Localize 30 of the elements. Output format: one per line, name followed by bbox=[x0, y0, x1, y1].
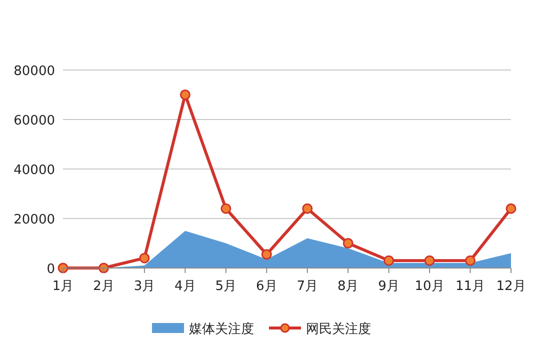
legend-label: 网民关注度 bbox=[306, 321, 371, 337]
point bbox=[506, 203, 516, 214]
x-tick-label: 9月 bbox=[378, 279, 400, 294]
point bbox=[465, 255, 476, 266]
point bbox=[180, 90, 190, 100]
x-tick-label: 7月 bbox=[296, 279, 318, 294]
x-tick-label: 3月 bbox=[134, 279, 156, 294]
y-tick-label: 20000 bbox=[14, 212, 55, 228]
x-tick-label: 2月 bbox=[93, 279, 114, 294]
point bbox=[261, 249, 272, 260]
point bbox=[58, 262, 68, 274]
x-tick-label: 11月 bbox=[456, 279, 486, 294]
y-tick-label: 0 bbox=[46, 262, 55, 277]
point bbox=[384, 255, 394, 266]
point bbox=[342, 238, 354, 248]
point bbox=[220, 203, 232, 214]
y-tick-label: 60000 bbox=[14, 114, 55, 128]
point bbox=[302, 203, 313, 214]
legend-label: 媒体关注度 bbox=[189, 321, 254, 337]
x-tick-label: 6月 bbox=[256, 279, 278, 294]
x-tick-label: 1月 bbox=[52, 279, 74, 294]
x-tick-label: 10月 bbox=[414, 279, 444, 294]
x-tick-label: 5月 bbox=[215, 279, 237, 294]
x-tick-label: 12月 bbox=[496, 279, 526, 294]
x-tick-label: 4月 bbox=[174, 279, 196, 294]
point bbox=[424, 255, 435, 266]
y-tick-label: 40000 bbox=[14, 163, 55, 178]
point bbox=[139, 252, 150, 264]
x-tick-label: 8月 bbox=[337, 279, 359, 294]
y-tick-label: 80000 bbox=[14, 64, 55, 79]
